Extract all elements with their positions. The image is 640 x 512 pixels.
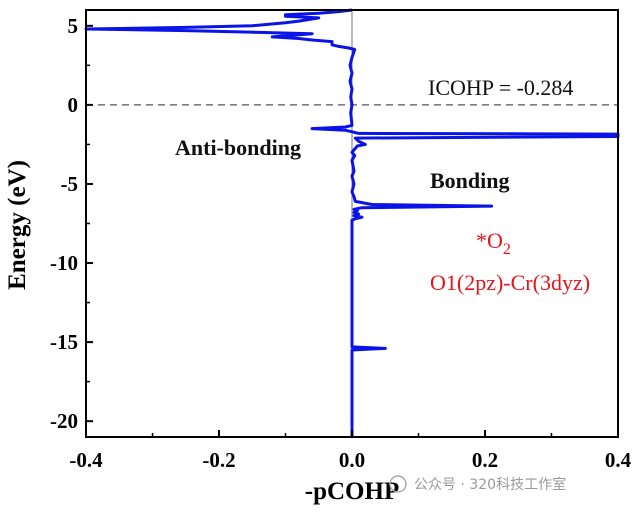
y-tick-label: -15: [50, 330, 78, 354]
y-tick-label: 0: [68, 93, 79, 117]
y-tick-label: -5: [61, 172, 79, 196]
bonding-label: Bonding: [430, 168, 510, 193]
watermark-text: 公众号 · 320科技工作室: [414, 476, 566, 493]
watermark: 公众号 · 320科技工作室: [389, 475, 566, 493]
y-axis-ticks: 5 0 -5 -10 -15 -20: [50, 14, 93, 433]
species-subscript: 2: [503, 241, 511, 258]
anti-bonding-label: Anti-bonding: [175, 135, 301, 160]
x-axis-ticks: -0.4 -0.2 0.0 0.2 0.4: [69, 430, 632, 472]
pcohp-series-line: [84, 8, 620, 437]
y-tick-label: 5: [68, 14, 79, 38]
y-tick-label: -10: [50, 251, 78, 275]
x-tick-label: 0.0: [339, 448, 365, 472]
x-tick-label: 0.2: [472, 448, 498, 472]
y-axis-label: Energy (eV): [4, 160, 31, 290]
icohp-annotation: ICOHP = -0.284: [428, 75, 573, 100]
y-tick-label: -20: [50, 409, 78, 433]
x-tick-label: 0.4: [605, 448, 632, 472]
x-tick-label: -0.2: [202, 448, 235, 472]
species-label: *O2: [476, 228, 511, 258]
x-tick-label: -0.4: [69, 448, 103, 472]
x-axis-label: -pCOHP: [305, 478, 399, 505]
orbital-pair-label: O1(2pz)-Cr(3dyz): [430, 270, 590, 295]
wechat-icon: [389, 475, 407, 493]
species-prefix: *O: [476, 228, 503, 253]
